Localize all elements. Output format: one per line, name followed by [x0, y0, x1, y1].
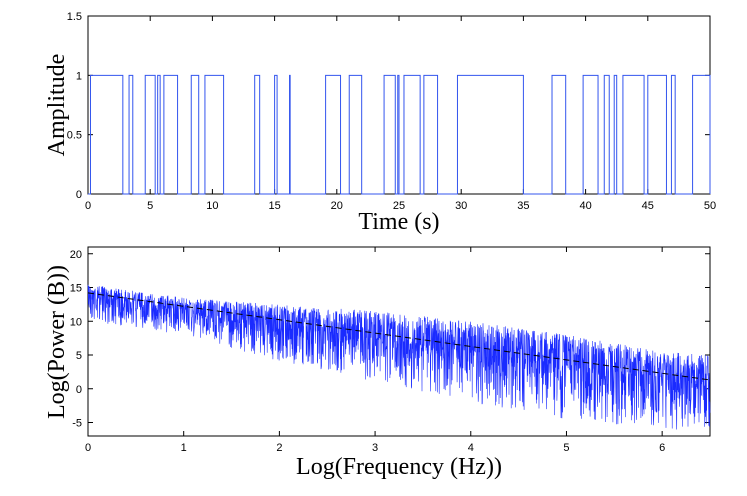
spectrum-x-tick-label: 5	[563, 442, 569, 454]
amplitude-x-tick-label: 35	[517, 200, 529, 212]
amplitude-panel: 0 5 10 15 20 25 30 35 40 45 50 0 0.5 1 1.5 Time (s) Am…	[44, 11, 716, 235]
spectrum-x-axis-label: Log(Frequency (Hz))	[296, 454, 502, 480]
amplitude-x-tick-label: 40	[579, 200, 591, 212]
amplitude-ticks: 0 5 10 15 20 25 30 35 40 45 50 0 0.5 1 1.5	[67, 11, 716, 212]
amplitude-x-tick-label: 20	[331, 200, 343, 212]
amplitude-series	[88, 74, 711, 195]
amplitude-y-tick-label: 1	[76, 70, 82, 82]
spectrum-y-tick-label: 15	[70, 283, 82, 295]
spectrum-y-tick-label: 20	[70, 249, 82, 261]
amplitude-y-tick-label: 0	[76, 189, 82, 201]
spectrum-series	[87, 284, 711, 430]
amplitude-x-tick-label: 50	[704, 200, 716, 212]
spectrum-x-tick-label: 2	[276, 442, 282, 454]
spectrum-y-axis-label: Log(Power (B))	[44, 265, 70, 419]
amplitude-y-tick-label: 0.5	[67, 130, 82, 142]
spectrum-y-tick-label: 10	[70, 316, 82, 328]
amplitude-x-tick-label: 10	[206, 200, 218, 212]
amplitude-step-series	[88, 74, 711, 195]
spectrum-x-tick-label: 6	[659, 442, 665, 454]
amplitude-y-tick-label: 1.5	[67, 11, 82, 23]
amplitude-x-axis-label: Time (s)	[358, 209, 439, 235]
spectrum-fit-line	[87, 292, 711, 381]
spectrum-plot-frame	[87, 246, 711, 437]
spectrum-power-series	[87, 284, 711, 430]
spectrum-x-tick-label: 4	[468, 442, 474, 454]
amplitude-x-tick-label: 45	[642, 200, 654, 212]
amplitude-x-tick-label: 25	[393, 200, 405, 212]
spectrum-y-tick-label: 5	[76, 350, 82, 362]
amplitude-x-tick-label: 15	[268, 200, 280, 212]
spectrum-x-tick-label: 1	[181, 442, 187, 454]
spectrum-x-tick-label: 0	[85, 442, 91, 454]
spectrum-y-tick-label: -5	[72, 418, 82, 430]
amplitude-x-tick-label: 30	[455, 200, 467, 212]
amplitude-x-tick-label: 0	[85, 200, 91, 212]
amplitude-x-tick-label: 5	[147, 200, 153, 212]
spectrum-x-tick-label: 3	[372, 442, 378, 454]
spectrum-y-tick-label: 0	[76, 384, 82, 396]
amplitude-y-axis-label: Amplitude	[44, 54, 70, 157]
